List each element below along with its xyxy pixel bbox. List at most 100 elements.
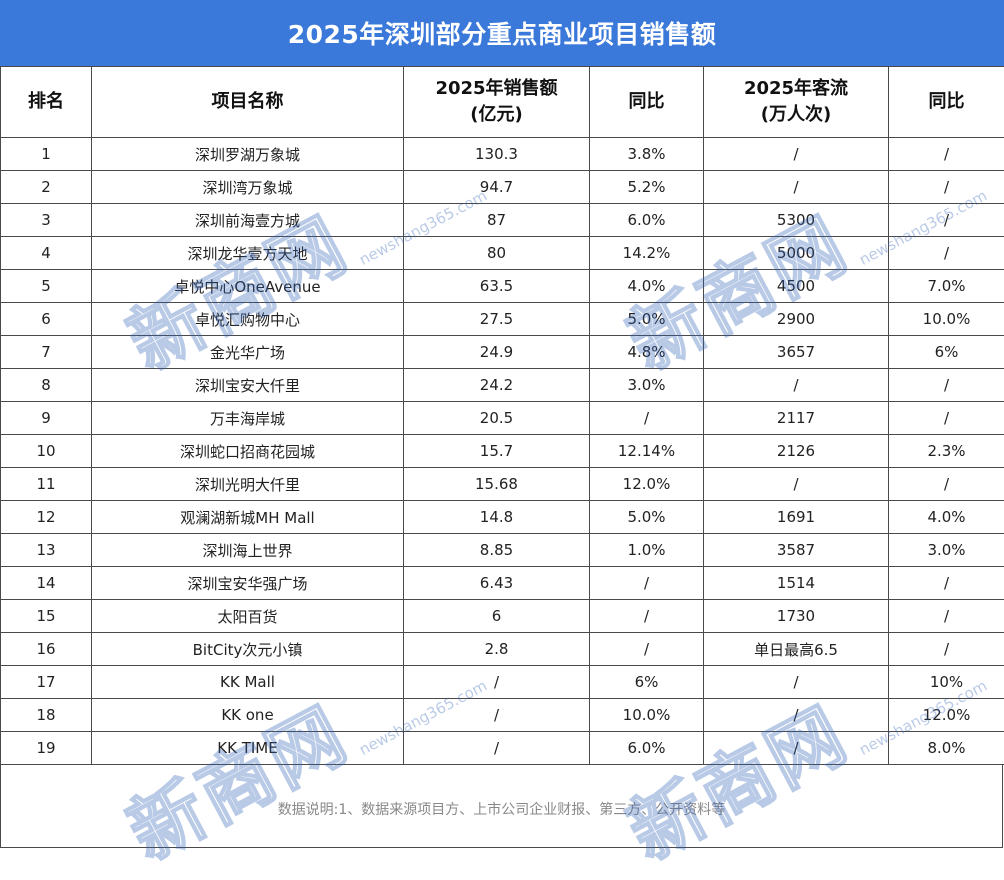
cell-sales: / <box>404 732 590 765</box>
cell-rank: 13 <box>1 534 92 567</box>
cell-traffic-yoy: 8.0% <box>889 732 1004 765</box>
cell-project-name: 金光华广场 <box>92 336 404 369</box>
cell-traffic: / <box>704 699 889 732</box>
cell-traffic-yoy: 10% <box>889 666 1004 699</box>
cell-traffic: 4500 <box>704 270 889 303</box>
header-sales-yoy: 同比 <box>590 67 704 138</box>
cell-rank: 3 <box>1 204 92 237</box>
cell-traffic-yoy: / <box>889 633 1004 666</box>
cell-traffic: 单日最高6.5 <box>704 633 889 666</box>
cell-traffic: / <box>704 732 889 765</box>
cell-sales-yoy: 6.0% <box>590 204 704 237</box>
cell-project-name: 太阳百货 <box>92 600 404 633</box>
cell-traffic: / <box>704 138 889 171</box>
cell-rank: 7 <box>1 336 92 369</box>
cell-sales-yoy: / <box>590 633 704 666</box>
cell-sales: 2.8 <box>404 633 590 666</box>
cell-rank: 16 <box>1 633 92 666</box>
cell-rank: 6 <box>1 303 92 336</box>
cell-sales: 63.5 <box>404 270 590 303</box>
cell-rank: 11 <box>1 468 92 501</box>
header-traffic-line1: 2025年客流 <box>704 76 888 102</box>
footer-note-text: 数据说明:1、数据来源项目方、上市公司企业财报、第三方、公开资料等 <box>278 799 726 819</box>
cell-project-name: 观澜湖新城MH Mall <box>92 501 404 534</box>
cell-sales-yoy: 6.0% <box>590 732 704 765</box>
cell-traffic-yoy: / <box>889 600 1004 633</box>
cell-traffic: 1514 <box>704 567 889 600</box>
cell-sales-yoy: / <box>590 567 704 600</box>
header-project-name: 项目名称 <box>92 67 404 138</box>
cell-traffic: 2126 <box>704 435 889 468</box>
header-sales-line2: (亿元) <box>404 102 589 128</box>
cell-sales-yoy: 4.0% <box>590 270 704 303</box>
cell-sales-yoy: 1.0% <box>590 534 704 567</box>
header-sales: 2025年销售额 (亿元) <box>404 67 590 138</box>
title-bar: 2025年深圳部分重点商业项目销售额 <box>0 0 1004 66</box>
cell-rank: 8 <box>1 369 92 402</box>
header-rank: 排名 <box>1 67 92 138</box>
cell-sales: / <box>404 666 590 699</box>
cell-project-name: KK one <box>92 699 404 732</box>
cell-traffic-yoy: 3.0% <box>889 534 1004 567</box>
cell-project-name: 深圳罗湖万象城 <box>92 138 404 171</box>
cell-traffic-yoy: / <box>889 369 1004 402</box>
cell-sales: 130.3 <box>404 138 590 171</box>
cell-project-name: 深圳宝安大仟里 <box>92 369 404 402</box>
cell-sales: 94.7 <box>404 171 590 204</box>
cell-rank: 2 <box>1 171 92 204</box>
cell-project-name: KK TIME <box>92 732 404 765</box>
header-traffic-yoy: 同比 <box>889 67 1004 138</box>
cell-sales: 15.7 <box>404 435 590 468</box>
cell-traffic: 3587 <box>704 534 889 567</box>
cell-rank: 12 <box>1 501 92 534</box>
cell-sales-yoy: 3.0% <box>590 369 704 402</box>
cell-rank: 18 <box>1 699 92 732</box>
cell-traffic-yoy: 12.0% <box>889 699 1004 732</box>
cell-traffic-yoy: / <box>889 402 1004 435</box>
cell-sales-yoy: 14.2% <box>590 237 704 270</box>
header-traffic-line2: (万人次) <box>704 102 888 128</box>
cell-rank: 15 <box>1 600 92 633</box>
cell-traffic: / <box>704 468 889 501</box>
cell-project-name: 万丰海岸城 <box>92 402 404 435</box>
cell-project-name: BitCity次元小镇 <box>92 633 404 666</box>
cell-traffic: / <box>704 666 889 699</box>
cell-sales-yoy: 6% <box>590 666 704 699</box>
cell-sales-yoy: 12.14% <box>590 435 704 468</box>
cell-traffic-yoy: 10.0% <box>889 303 1004 336</box>
cell-traffic: 3657 <box>704 336 889 369</box>
cell-project-name: 深圳光明大仟里 <box>92 468 404 501</box>
cell-sales-yoy: / <box>590 600 704 633</box>
cell-traffic-yoy: 2.3% <box>889 435 1004 468</box>
page-title: 2025年深圳部分重点商业项目销售额 <box>288 15 717 51</box>
cell-traffic: / <box>704 369 889 402</box>
cell-sales: 27.5 <box>404 303 590 336</box>
cell-traffic: 2117 <box>704 402 889 435</box>
cell-sales: 8.85 <box>404 534 590 567</box>
cell-project-name: 深圳蛇口招商花园城 <box>92 435 404 468</box>
cell-sales: 24.9 <box>404 336 590 369</box>
cell-rank: 5 <box>1 270 92 303</box>
cell-rank: 17 <box>1 666 92 699</box>
footer-note: 数据说明:1、数据来源项目方、上市公司企业财报、第三方、公开资料等 <box>0 765 1003 848</box>
cell-project-name: 深圳前海壹方城 <box>92 204 404 237</box>
cell-traffic-yoy: 6% <box>889 336 1004 369</box>
cell-traffic-yoy: / <box>889 204 1004 237</box>
cell-traffic-yoy: / <box>889 138 1004 171</box>
header-sales-line1: 2025年销售额 <box>404 76 589 102</box>
cell-sales: 80 <box>404 237 590 270</box>
cell-traffic: 5300 <box>704 204 889 237</box>
cell-sales-yoy: / <box>590 402 704 435</box>
